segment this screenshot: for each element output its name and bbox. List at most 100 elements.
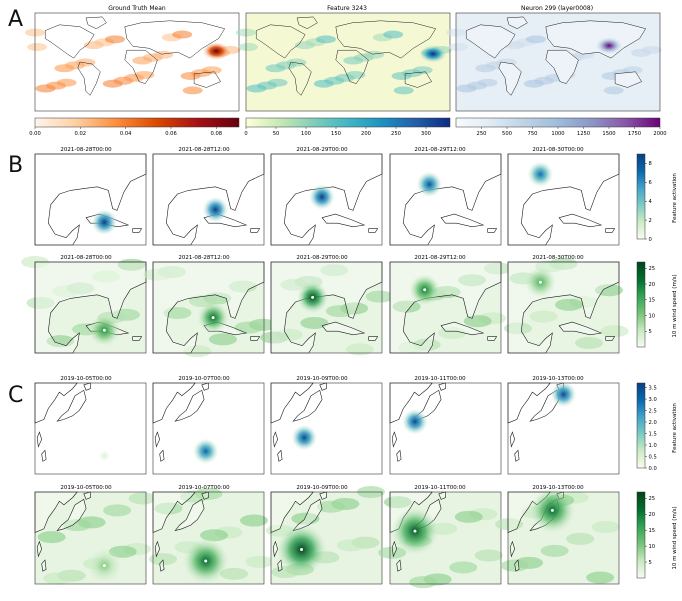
b-top-title-4: 2021-08-29T12:00	[414, 147, 466, 153]
landmass	[255, 24, 306, 59]
landmass	[124, 20, 226, 59]
colorbar-tick-label: 0.0	[649, 466, 657, 472]
colorbar-gradient	[636, 491, 646, 579]
c-top-colorbar-label: Feature activation	[672, 403, 678, 453]
wind-streak	[240, 514, 269, 527]
wind-streak	[586, 571, 615, 584]
c-map-0-0	[34, 382, 147, 475]
map-frame	[507, 491, 620, 585]
field-patch	[182, 86, 203, 95]
colorbar-c-1: 5 10 15 20 25	[636, 491, 656, 579]
b-map-1-2	[260, 261, 394, 356]
wind-streak	[52, 285, 81, 298]
coastline	[605, 336, 616, 341]
wind-streak	[438, 326, 467, 339]
colorbar-tick-label: 0.06	[165, 131, 177, 137]
coastline	[152, 382, 196, 424]
b-top-title-1: 2021-08-28T00:00	[60, 147, 112, 153]
coastline	[277, 449, 283, 462]
field-patch	[383, 30, 404, 39]
a-map-title-feature: Feature 3243	[327, 5, 367, 12]
map-frame	[152, 382, 265, 475]
wind-streak	[378, 546, 407, 559]
coastline	[605, 228, 616, 233]
storm-feature	[291, 424, 318, 451]
coastline	[368, 336, 379, 341]
coastline	[154, 431, 161, 448]
coastline	[270, 491, 314, 533]
panel-letter-b: B	[8, 153, 23, 178]
colorbar-tick-label: 250	[477, 131, 487, 137]
colorbar-gradient	[636, 382, 646, 469]
wind-streak	[463, 315, 492, 328]
c-bottom-title-1: 2019-10-05T00:00	[60, 485, 112, 491]
b-map-0-0	[34, 153, 147, 246]
coastline	[438, 491, 446, 500]
coastline	[514, 559, 520, 572]
landmass	[465, 24, 516, 59]
b-map-0-4	[507, 153, 620, 246]
wind-streak	[37, 531, 66, 544]
coastline	[319, 491, 327, 500]
coastline	[152, 153, 265, 246]
wind-streak	[454, 510, 483, 523]
storm-eye	[550, 508, 554, 512]
colorbar-tick-label: 2	[649, 218, 652, 224]
landmass	[288, 61, 312, 96]
map-frame	[507, 382, 620, 475]
wind-streak	[128, 492, 157, 505]
c-map-1-3	[378, 491, 503, 589]
coastline	[391, 540, 398, 558]
c-bottom-title-3: 2019-10-09T00:00	[296, 485, 348, 491]
b-top-title-2: 2021-08-28T12:00	[178, 147, 230, 153]
wind-streak	[345, 343, 374, 356]
field-patch	[477, 78, 498, 87]
b-top-title-5: 2021-08-30T00:00	[532, 147, 584, 153]
landmass	[44, 24, 95, 59]
wind-streak	[260, 331, 289, 344]
c-map-0-4	[507, 381, 620, 475]
colorbar-tick-label: 1500	[602, 131, 615, 137]
coastline	[201, 491, 209, 500]
colorbar-a-0: 0.00 0.02 0.04 0.06 0.08	[29, 117, 240, 137]
colorbar-tick-label: 10	[649, 544, 656, 550]
wind-streak	[383, 496, 412, 509]
storm-eye	[413, 529, 417, 533]
field-patch	[622, 66, 643, 75]
field-patch	[134, 71, 155, 80]
coastline	[270, 382, 314, 424]
colorbar-tick-label: 0.08	[211, 131, 223, 137]
landmass	[193, 71, 221, 88]
wind-streak	[392, 300, 421, 313]
colorbar-tick-label: 5	[649, 329, 652, 335]
wind-streak	[474, 549, 503, 562]
landmass	[335, 20, 437, 59]
wind-streak	[336, 539, 365, 552]
colorbar-tick-label: 750	[528, 131, 538, 137]
storm-eye	[102, 564, 106, 568]
field-patch	[603, 86, 624, 95]
c-top-title-5: 2019-10-13T00:00	[532, 376, 584, 382]
coastline	[132, 336, 143, 341]
coastline	[558, 213, 603, 228]
coastline	[34, 382, 78, 424]
c-map-0-1	[152, 382, 265, 475]
colorbar-tick-label: 25	[649, 496, 656, 502]
map-frame	[34, 12, 240, 112]
a-map-title-neuron: Neuron 299 (layer0008)	[521, 5, 593, 12]
field-patch	[27, 43, 48, 52]
storm-feature	[527, 161, 554, 188]
coastline	[152, 491, 196, 533]
map-frame	[507, 261, 620, 354]
wind-streak	[458, 274, 487, 287]
map-frame	[245, 12, 451, 112]
coastline	[132, 228, 143, 233]
map-frame	[34, 382, 147, 475]
panel-letter-c: C	[8, 383, 23, 408]
c-bottom-title-2: 2019-10-07T00:00	[178, 485, 230, 491]
map-frame	[152, 153, 265, 246]
b-bottom-title-2: 2021-08-28T12:00	[178, 255, 230, 261]
b-bottom-title-3: 2021-08-29T00:00	[296, 255, 348, 261]
wind-streak	[495, 518, 524, 531]
wind-streak	[483, 262, 512, 275]
